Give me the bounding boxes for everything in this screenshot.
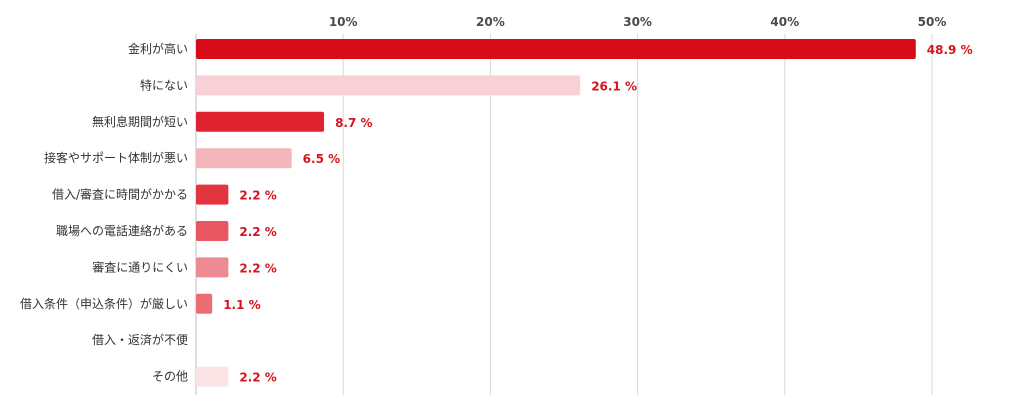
x-tick-label: 20%	[476, 15, 505, 29]
value-label: 6.5 %	[303, 152, 340, 166]
category-label: 審査に通りにくい	[92, 259, 188, 274]
value-label: 8.7 %	[335, 116, 372, 130]
x-tick-label: 40%	[770, 15, 799, 29]
bar	[196, 148, 292, 169]
category-labels: 金利が高い特にない無利息期間が短い接客やサポート体制が悪い借入/審査に時間がかか…	[20, 41, 188, 384]
x-tick-label: 50%	[918, 15, 947, 29]
bar	[196, 39, 916, 59]
category-label: 金利が高い	[128, 41, 188, 56]
category-label: 無利息期間が短い	[92, 114, 188, 129]
bar	[196, 75, 581, 96]
value-label: 2.2 %	[239, 261, 276, 275]
value-label: 48.9 %	[927, 43, 973, 57]
value-label: 2.2 %	[239, 225, 276, 239]
category-label: 借入/審査に時間がかかる	[52, 187, 188, 202]
x-axis-tick-labels: 10% 20% 30% 40% 50%	[329, 15, 947, 29]
category-label: 借入条件（申込条件）が厳しい	[20, 296, 188, 311]
bar	[196, 293, 213, 314]
bar	[196, 366, 229, 387]
value-label: 1.1 %	[223, 298, 260, 312]
category-label: 接客やサポート体制が悪い	[44, 150, 188, 165]
bars	[196, 39, 916, 387]
bar	[196, 221, 229, 241]
x-tick-label: 10%	[329, 15, 358, 29]
category-label: 借入・返済が不便	[92, 332, 188, 347]
bar	[196, 257, 229, 278]
bar	[196, 111, 325, 132]
x-tick-label: 30%	[623, 15, 652, 29]
value-labels: 48.9 % 26.1 % 8.7 % 6.5 % 2.2 % 2.2 % 2.2 % 1.1…	[223, 43, 972, 385]
value-label: 26.1 %	[591, 79, 637, 93]
value-label: 2.2 %	[239, 371, 276, 385]
category-label: 職場への電話連絡がある	[56, 223, 188, 238]
value-label: 2.2 %	[239, 189, 276, 203]
bar	[196, 184, 229, 205]
category-label: 特にない	[140, 77, 188, 92]
category-label: その他	[152, 370, 188, 384]
